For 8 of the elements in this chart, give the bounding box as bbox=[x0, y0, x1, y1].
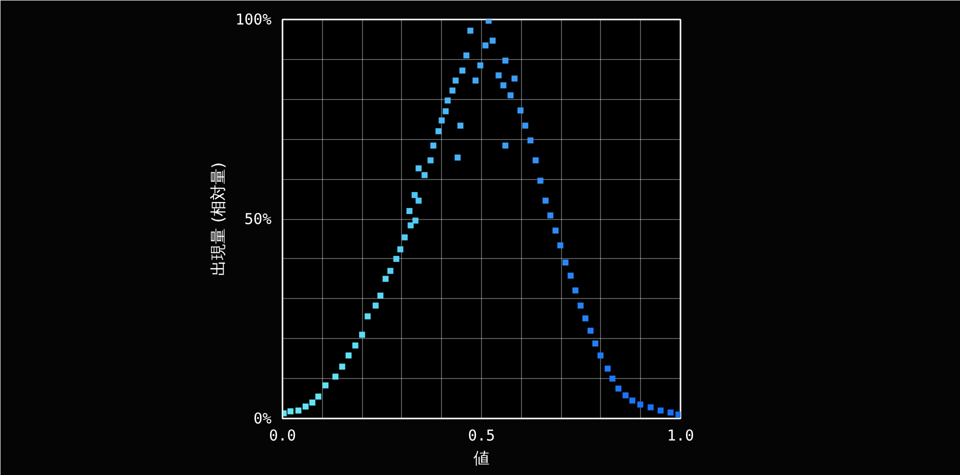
x-tick-label: 0.0 bbox=[268, 426, 296, 444]
x-tick-label: 1.0 bbox=[666, 426, 694, 444]
x-axis-title: 値 bbox=[474, 448, 490, 468]
y-tick-label: 0% bbox=[253, 410, 272, 428]
y-tick-label: 100% bbox=[235, 10, 272, 28]
x-tick-label: 0.5 bbox=[468, 426, 496, 444]
y-tick-label: 50% bbox=[244, 210, 272, 228]
y-axis-title: 出現量 (相対量) bbox=[208, 162, 228, 276]
